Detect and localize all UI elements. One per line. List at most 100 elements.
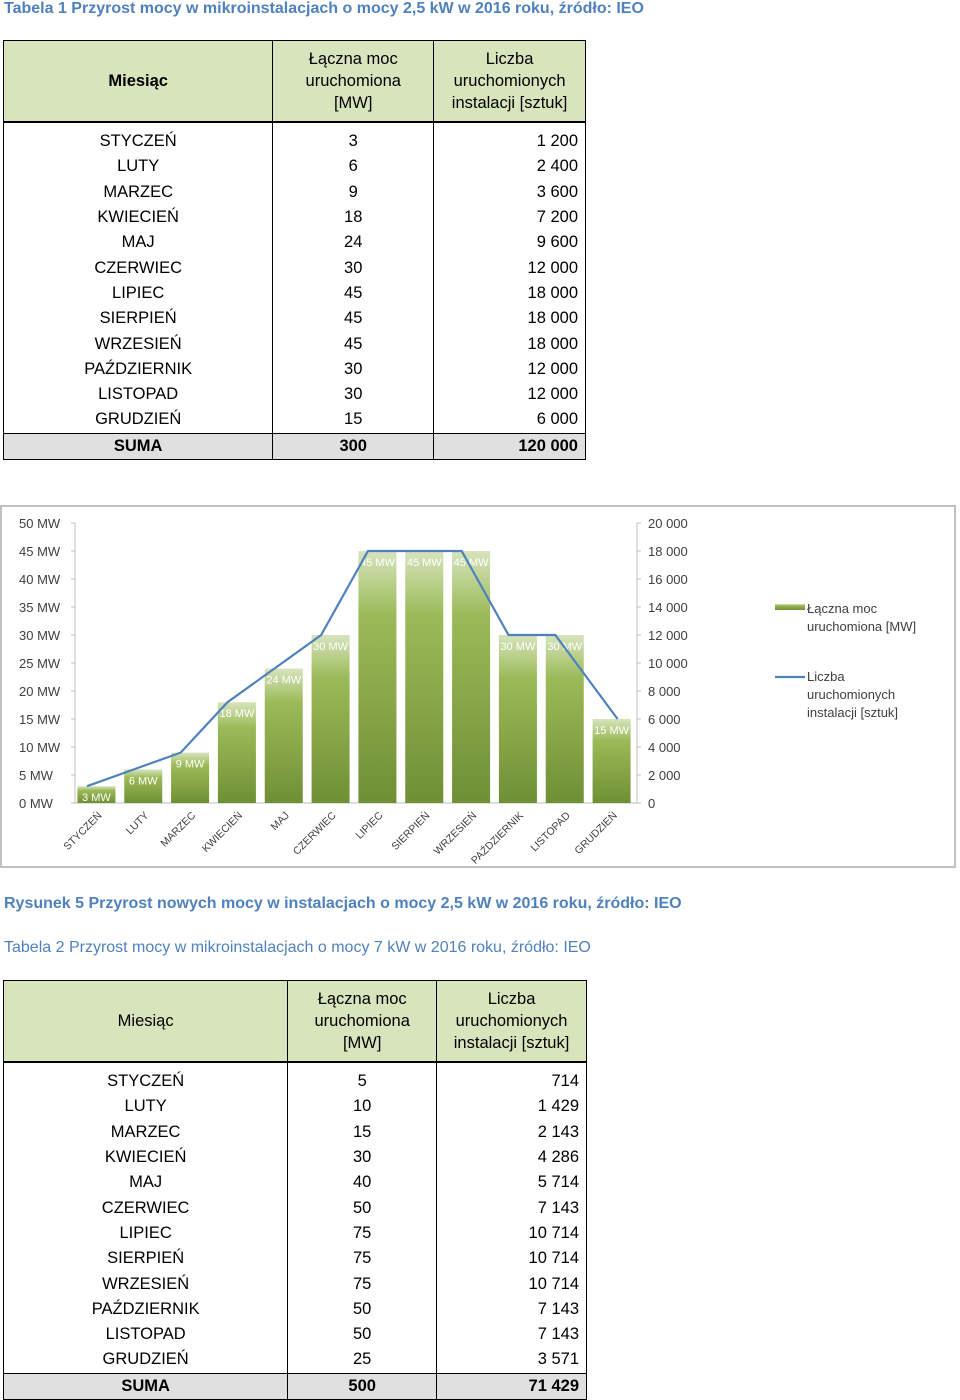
table-row: SIERPIEŃ 45 18 000	[2, 306, 586, 332]
bar-data-label: 30 MW	[500, 641, 535, 653]
bar-data-label: 18 MW	[219, 708, 254, 720]
header-count-line2: uruchomionych	[455, 1012, 568, 1030]
power-cell: 24	[272, 230, 435, 256]
month-cell: LIPIEC	[2, 280, 274, 307]
header-power-line2: uruchomiona	[305, 72, 401, 90]
bar-data-label: 3 MW	[82, 792, 111, 804]
month-cell: MARZEC	[2, 179, 274, 205]
bar	[264, 668, 303, 803]
sum-label: SUMA	[2, 1372, 289, 1400]
bar-data-label: 9 MW	[176, 759, 205, 771]
table-row: LISTOPAD 30 12 000	[2, 381, 586, 408]
header-count-line1: Liczba	[487, 990, 536, 1008]
table2: Miesiąc Łączna moc uruchomiona [MW] Licz…	[2, 980, 587, 1400]
header-month: Miesiąc	[2, 40, 274, 123]
power-cell: 5	[287, 1062, 438, 1095]
count-cell: 9 600	[433, 230, 586, 256]
table-row: MARZEC 9 3 600	[2, 179, 586, 205]
power-cell: 45	[272, 331, 435, 357]
table-row: PAŹDZIERNIK 50 7 143	[2, 1296, 587, 1322]
power-cell: 15	[287, 1119, 438, 1145]
header-count-line3: instalacji [sztuk]	[451, 94, 568, 112]
left-tick-label: 20 MW	[19, 684, 61, 699]
month-cell: STYCZEŃ	[2, 1062, 289, 1095]
table1-header-row: Miesiąc Łączna moc uruchomiona [MW] Licz…	[2, 40, 586, 123]
count-cell: 10 714	[436, 1220, 587, 1247]
power-cell: 50	[287, 1296, 438, 1322]
count-cell: 10 714	[436, 1271, 587, 1297]
category-label: WRZESIEŃ	[431, 809, 479, 857]
month-cell: WRZESIEŃ	[2, 1271, 289, 1297]
month-cell: WRZESIEŃ	[2, 331, 274, 357]
table-row: STYCZEŃ 3 1 200	[2, 122, 586, 155]
legend-bar-swatch	[775, 604, 805, 610]
power-cell: 30	[272, 381, 435, 408]
header-power-line3: [MW]	[342, 1034, 382, 1052]
power-cell: 30	[272, 356, 435, 382]
right-tick-label: 20 000	[648, 516, 688, 531]
header-power-line1: Łączna moc	[317, 990, 407, 1008]
count-cell: 18 000	[433, 331, 586, 357]
category-label: KWIECIEŃ	[199, 809, 245, 855]
count-cell: 7 200	[433, 204, 586, 231]
table-row: KWIECIEŃ 18 7 200	[2, 204, 586, 231]
header-month: Miesiąc	[2, 980, 289, 1063]
header-count-line2: uruchomionych	[453, 72, 566, 90]
table-row: GRUDZIEŃ 25 3 571	[2, 1347, 587, 1374]
month-cell: CZERWIEC	[2, 255, 274, 281]
month-cell: LISTOPAD	[2, 1321, 289, 1348]
month-cell: PAŹDZIERNIK	[2, 1296, 289, 1322]
right-tick-label: 4 000	[648, 740, 681, 755]
sum-power: 500	[287, 1372, 438, 1400]
category-label: LISTOPAD	[528, 809, 573, 854]
power-cell: 50	[287, 1321, 438, 1348]
bar	[124, 769, 163, 803]
count-cell: 4 286	[436, 1144, 587, 1171]
table2-header-row: Miesiąc Łączna moc uruchomiona [MW] Licz…	[2, 980, 587, 1063]
sum-count: 120 000	[433, 432, 586, 460]
bar	[358, 551, 397, 803]
count-cell: 5 714	[436, 1170, 587, 1196]
bar	[545, 635, 584, 803]
month-cell: LISTOPAD	[2, 381, 274, 408]
month-cell: GRUDZIEŃ	[2, 407, 274, 434]
category-label: CZERWIEC	[291, 809, 339, 857]
bar-data-label: 45 MW	[407, 557, 442, 569]
power-cell: 45	[272, 280, 435, 307]
bar-data-label: 24 MW	[266, 675, 301, 687]
month-cell: KWIECIEŃ	[2, 1144, 289, 1171]
category-label: LUTY	[124, 810, 151, 837]
category-label: STYCZEŃ	[61, 809, 105, 853]
power-cell: 75	[287, 1246, 438, 1272]
category-label: MARZEC	[158, 809, 198, 849]
header-count: Liczba uruchomionych instalacji [sztuk]	[433, 40, 586, 123]
series-line	[86, 549, 619, 788]
power-cell: 75	[287, 1220, 438, 1247]
right-tick-label: 14 000	[648, 600, 688, 615]
power-cell: 45	[272, 306, 435, 332]
count-cell: 714	[436, 1062, 587, 1095]
count-cell: 18 000	[433, 306, 586, 332]
table2-caption: Tabela 2 Przyrost mocy w mikroinstalacja…	[4, 939, 591, 956]
bar	[171, 752, 210, 803]
legend-label-line: uruchomionych	[807, 687, 895, 702]
left-tick-label: 15 MW	[19, 712, 61, 727]
bar	[77, 786, 116, 803]
count-cell: 7 143	[436, 1195, 587, 1221]
bar-data-label: 15 MW	[594, 725, 629, 737]
legend-label-line: instalacji [sztuk]	[807, 705, 898, 720]
count-cell: 1 200	[433, 122, 586, 155]
table-row: MAJ 24 9 600	[2, 230, 586, 256]
legend-label-bar: Łączna moc	[807, 601, 878, 616]
legend-label-bar: uruchomiona [MW]	[807, 619, 916, 634]
bar-data-label: 45 MW	[360, 557, 395, 569]
right-tick-label: 0	[648, 796, 655, 811]
power-cell: 30	[272, 255, 435, 281]
month-cell: SIERPIEŃ	[2, 306, 274, 332]
power-cell: 75	[287, 1271, 438, 1297]
table-row: PAŹDZIERNIK 30 12 000	[2, 356, 586, 382]
chart: 0 MW 5 MW 10 MW 15 MW 20 MW 25 MW 30 MW 35 MW 40…	[19, 516, 916, 867]
left-tick-label: 35 MW	[19, 600, 61, 615]
count-cell: 2 400	[433, 154, 586, 180]
figure-caption: Rysunek 5 Przyrost nowych mocy w instala…	[4, 895, 682, 912]
